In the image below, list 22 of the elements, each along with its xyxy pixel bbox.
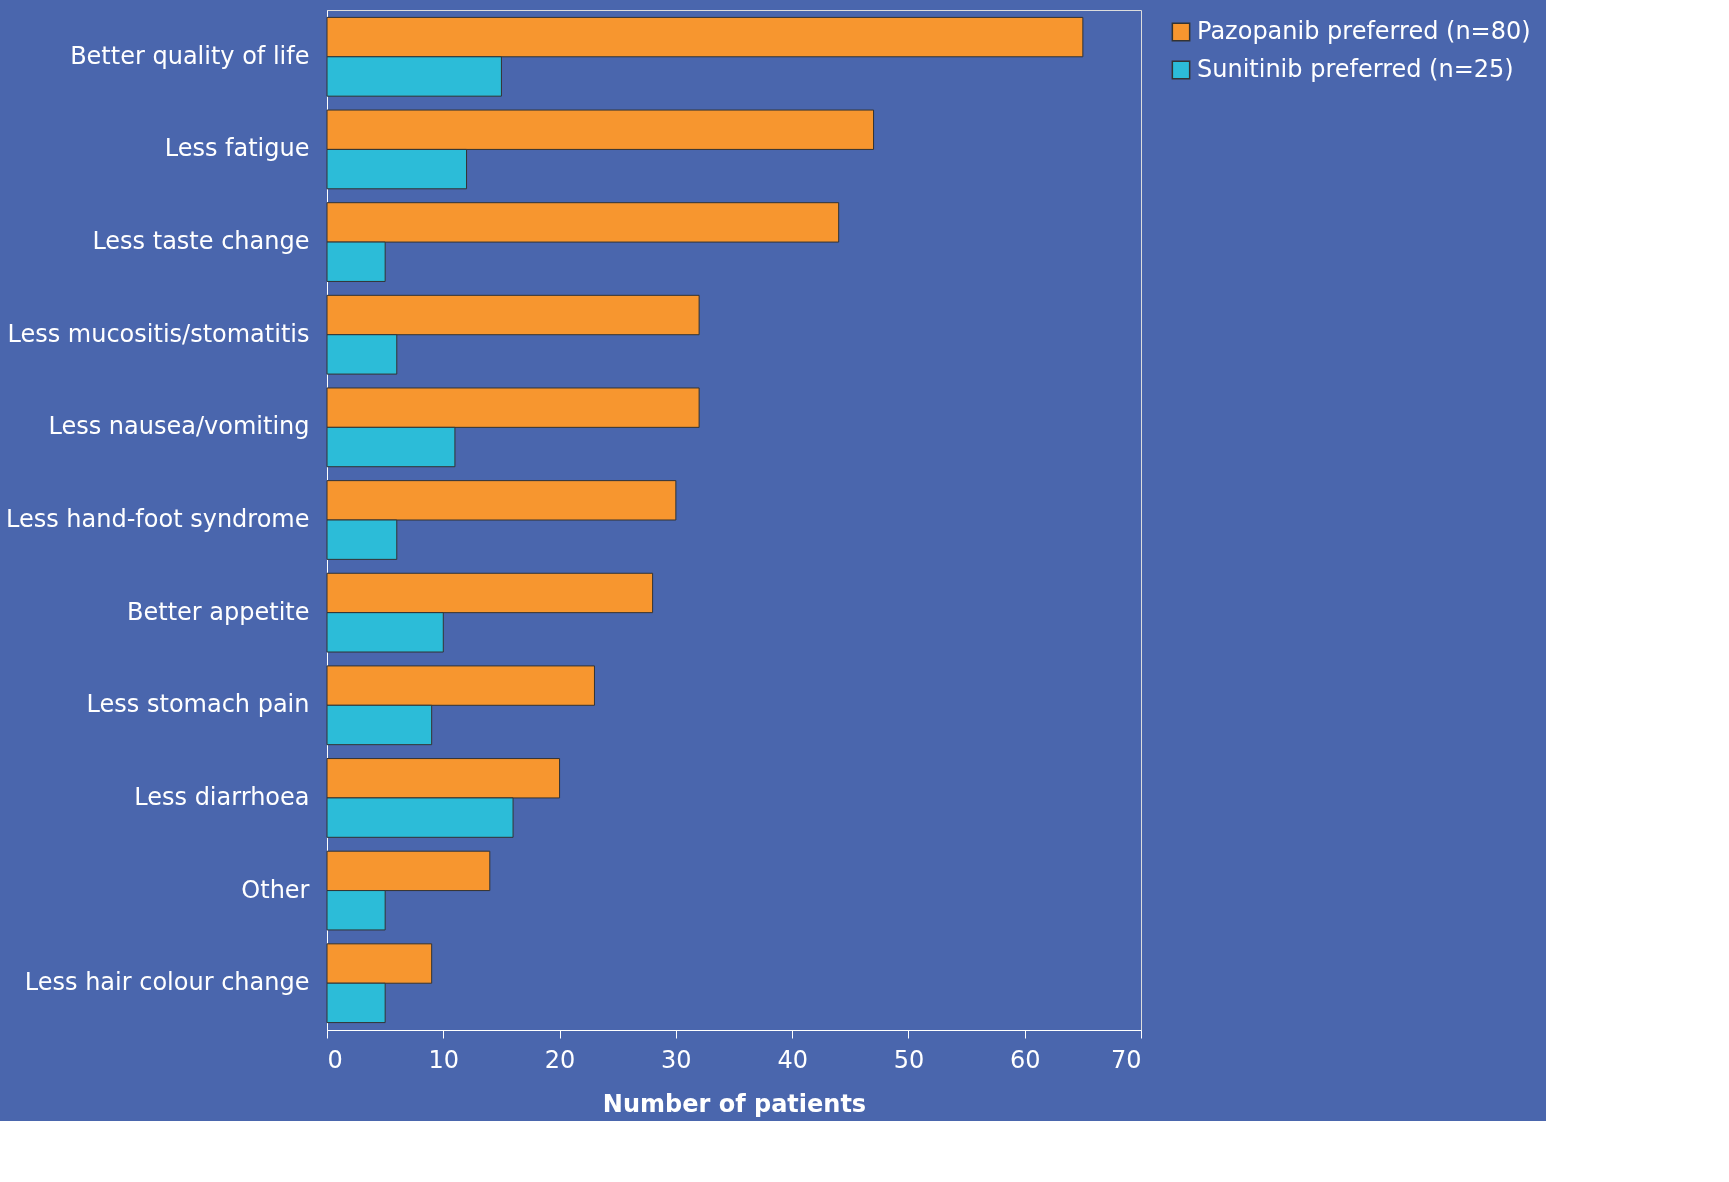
y-tick-label: Less nausea/vomiting xyxy=(48,412,310,441)
y-tick-label: Less stomach pain xyxy=(86,690,310,719)
x-tick-label: 10 xyxy=(428,1045,460,1074)
x-tick-label: 50 xyxy=(893,1045,925,1074)
x-tick-label: 40 xyxy=(777,1045,808,1074)
y-tick-label: Less mucositis/stomatitis xyxy=(7,319,310,348)
x-tick-label: 70 xyxy=(1110,1045,1142,1074)
x-tick-label: 20 xyxy=(544,1045,576,1074)
x-tick-label: 0 xyxy=(327,1045,343,1074)
y-tick-label: Better quality of life xyxy=(70,41,310,70)
legend-label: Sunitinib preferred (n=25) xyxy=(1197,55,1514,83)
y-tick-label: Less taste change xyxy=(92,227,310,256)
y-tick-label: Less hair colour change xyxy=(24,968,310,997)
y-tick-label: Less hand-foot syndrome xyxy=(5,505,310,533)
y-tick-label: Other xyxy=(241,875,310,904)
x-tick-label: 30 xyxy=(661,1045,692,1074)
legend-label: Pazopanib preferred (n=80) xyxy=(1197,17,1531,45)
y-tick-label: Better appetite xyxy=(126,597,310,626)
y-tick-label: Less fatigue xyxy=(164,134,310,163)
x-tick-label: 60 xyxy=(1009,1045,1041,1074)
y-tick-label: Less diarrhoea xyxy=(134,782,310,811)
x-axis-title: Number of patients xyxy=(602,1089,867,1118)
